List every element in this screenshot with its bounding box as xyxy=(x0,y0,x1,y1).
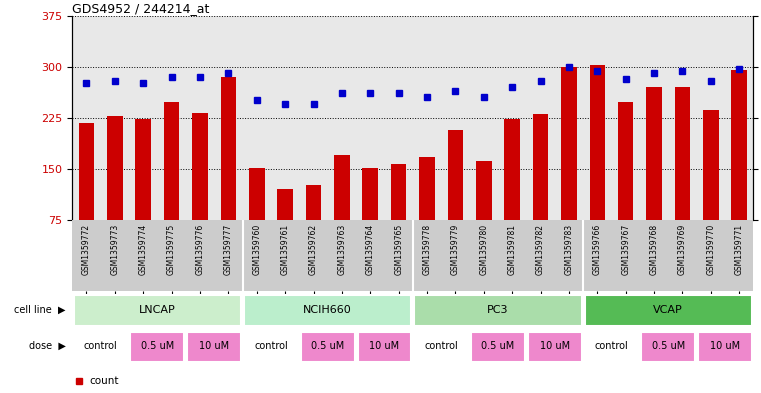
Bar xyxy=(391,164,406,220)
Bar xyxy=(187,332,241,362)
Bar xyxy=(221,77,236,220)
Text: count: count xyxy=(89,376,119,386)
Text: 0.5 uM: 0.5 uM xyxy=(651,341,685,351)
Bar xyxy=(74,295,241,326)
Text: GSM1359762: GSM1359762 xyxy=(309,224,318,275)
Text: GSM1359766: GSM1359766 xyxy=(593,224,602,275)
Text: GSM1359781: GSM1359781 xyxy=(508,224,517,275)
Bar xyxy=(193,113,208,220)
Text: GSM1359772: GSM1359772 xyxy=(82,224,91,275)
Text: control: control xyxy=(84,341,117,351)
Text: GSM1359771: GSM1359771 xyxy=(734,224,743,275)
Bar xyxy=(414,332,468,362)
Bar xyxy=(505,119,520,220)
Text: GSM1359778: GSM1359778 xyxy=(422,224,431,275)
Bar xyxy=(476,161,492,220)
Text: 0.5 uM: 0.5 uM xyxy=(141,341,174,351)
Text: 0.5 uM: 0.5 uM xyxy=(311,341,344,351)
Text: GSM1359776: GSM1359776 xyxy=(196,224,205,275)
Text: GSM1359769: GSM1359769 xyxy=(678,224,687,275)
Bar xyxy=(74,332,128,362)
Bar xyxy=(731,70,747,220)
Bar xyxy=(584,295,752,326)
Bar xyxy=(414,295,581,326)
Text: GDS4952 / 244214_at: GDS4952 / 244214_at xyxy=(72,2,210,15)
Bar xyxy=(584,332,638,362)
Bar xyxy=(277,189,293,220)
Text: cell line  ▶: cell line ▶ xyxy=(14,305,65,315)
Text: dose  ▶: dose ▶ xyxy=(29,341,65,351)
Text: LNCAP: LNCAP xyxy=(139,305,176,315)
Bar xyxy=(164,102,180,220)
Bar xyxy=(618,102,633,220)
Text: GSM1359763: GSM1359763 xyxy=(337,224,346,275)
Text: control: control xyxy=(425,341,458,351)
Bar xyxy=(675,87,690,220)
Bar xyxy=(533,114,549,220)
Bar xyxy=(528,332,581,362)
Bar xyxy=(590,66,605,220)
Text: 0.5 uM: 0.5 uM xyxy=(482,341,514,351)
Text: GSM1359775: GSM1359775 xyxy=(167,224,176,275)
Bar xyxy=(698,332,752,362)
Bar xyxy=(447,130,463,220)
Text: GSM1359777: GSM1359777 xyxy=(224,224,233,275)
Text: GSM1359780: GSM1359780 xyxy=(479,224,489,275)
Bar xyxy=(107,116,123,220)
Bar xyxy=(130,332,184,362)
Text: GSM1359779: GSM1359779 xyxy=(451,224,460,275)
Bar xyxy=(646,87,662,220)
Text: 10 uM: 10 uM xyxy=(710,341,740,351)
Bar xyxy=(471,332,525,362)
Text: 10 uM: 10 uM xyxy=(540,341,570,351)
Bar xyxy=(362,168,378,220)
Text: GSM1359770: GSM1359770 xyxy=(706,224,715,275)
Bar xyxy=(306,185,321,220)
Text: GSM1359764: GSM1359764 xyxy=(366,224,374,275)
Text: control: control xyxy=(254,341,288,351)
Text: GSM1359760: GSM1359760 xyxy=(252,224,261,275)
Bar xyxy=(419,157,435,220)
Text: control: control xyxy=(594,341,629,351)
Bar xyxy=(249,168,265,220)
Bar xyxy=(703,110,718,220)
Text: GSM1359774: GSM1359774 xyxy=(139,224,148,275)
Bar xyxy=(301,332,355,362)
Text: NCIH660: NCIH660 xyxy=(304,305,352,315)
Bar xyxy=(561,67,577,220)
Bar xyxy=(78,123,94,220)
Text: GSM1359783: GSM1359783 xyxy=(565,224,574,275)
Bar xyxy=(135,119,151,220)
Bar xyxy=(334,155,350,220)
Text: PC3: PC3 xyxy=(487,305,509,315)
Bar xyxy=(358,332,412,362)
Bar xyxy=(244,332,298,362)
Text: 10 uM: 10 uM xyxy=(369,341,400,351)
Text: VCAP: VCAP xyxy=(654,305,683,315)
Text: GSM1359761: GSM1359761 xyxy=(281,224,290,275)
Text: GSM1359773: GSM1359773 xyxy=(110,224,119,275)
Text: GSM1359767: GSM1359767 xyxy=(621,224,630,275)
Text: 10 uM: 10 uM xyxy=(199,341,229,351)
Bar xyxy=(244,295,412,326)
Text: GSM1359768: GSM1359768 xyxy=(650,224,658,275)
Text: GSM1359765: GSM1359765 xyxy=(394,224,403,275)
Text: GSM1359782: GSM1359782 xyxy=(536,224,545,275)
Bar xyxy=(642,332,696,362)
